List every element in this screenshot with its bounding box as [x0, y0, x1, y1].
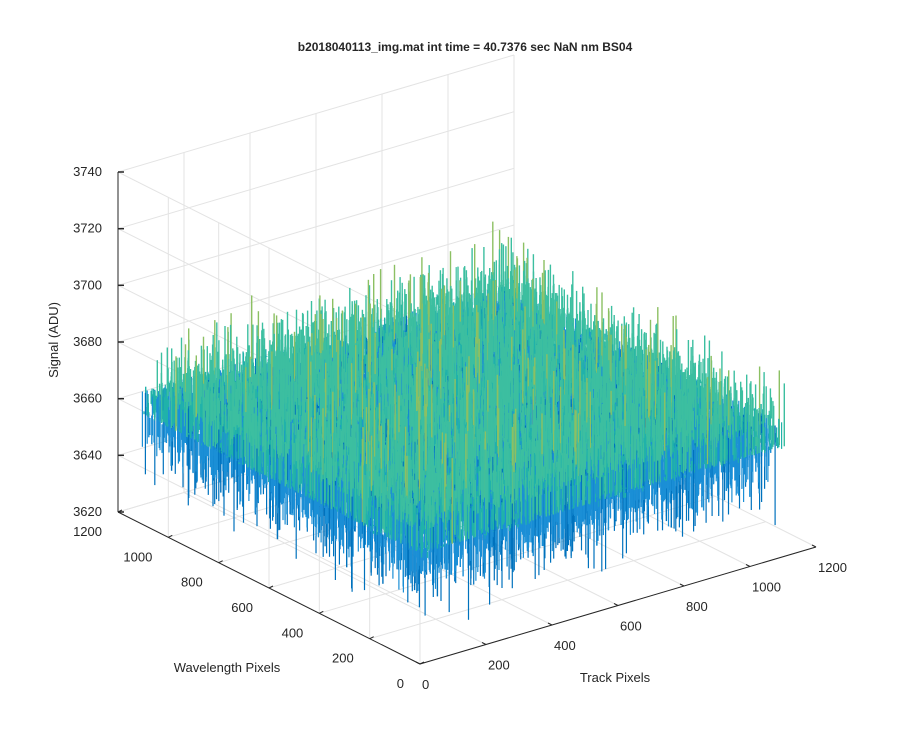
- surface-layer: [142, 222, 784, 620]
